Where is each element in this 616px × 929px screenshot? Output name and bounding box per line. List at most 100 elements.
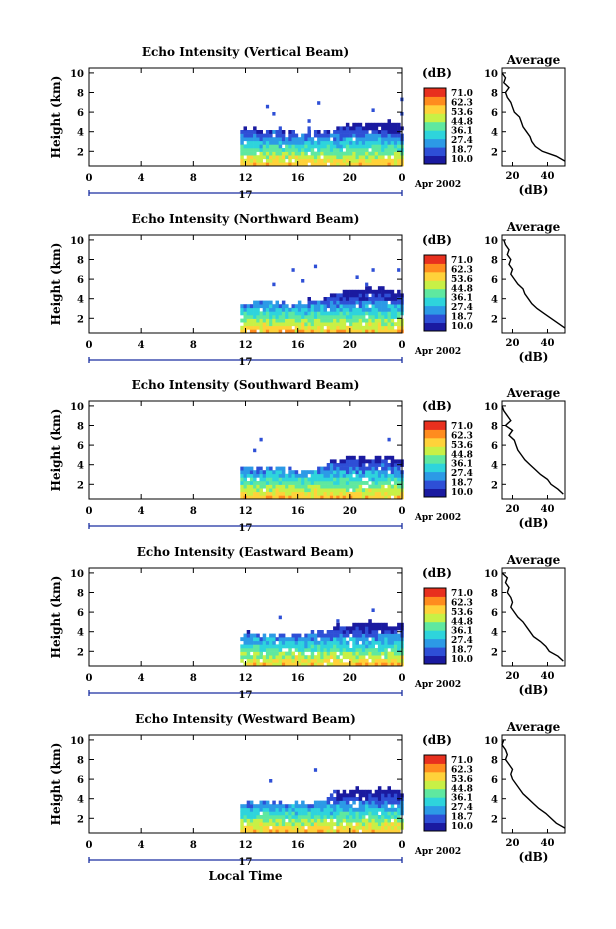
date-label: Apr 2002: [414, 847, 461, 857]
heatmap-cell: [349, 491, 353, 496]
heatmap-cell: [265, 477, 270, 482]
heatmap-cell: [355, 144, 359, 149]
heatmap-cell: [288, 329, 292, 334]
heatmap-cell: [352, 488, 356, 493]
heatmap-cell: [374, 155, 379, 160]
heatmap-cell: [294, 637, 299, 642]
heatmap-cell: [358, 793, 363, 798]
heatmap-cell: [297, 162, 302, 167]
heatmap-cell: [365, 289, 369, 294]
heatmap-cell: [377, 158, 382, 163]
heatmap-cell: [371, 293, 375, 298]
heatmap-cell: [281, 829, 286, 834]
heatmap-cell: [345, 140, 350, 145]
heatmap-cell: [387, 155, 391, 160]
heatmap-cell: [301, 488, 305, 493]
heatmap-cell: [326, 133, 331, 138]
heatmap-cell: [278, 800, 283, 805]
heatmap-cell: [345, 793, 350, 798]
heatmap-cell: [301, 144, 305, 149]
heatmap-cell: [374, 800, 379, 805]
heatmap-cell: [377, 825, 382, 830]
heatmap-cell: [323, 297, 327, 301]
heatmap-cell: [249, 662, 254, 667]
heatmap-cell: [317, 829, 321, 834]
heatmap-cell: [365, 329, 369, 334]
heatmap-cell: [285, 151, 289, 156]
average-x-tick-label: 40: [541, 504, 555, 515]
heatmap-cell: [323, 473, 327, 478]
heatmap-cell: [336, 829, 340, 834]
heatmap-cell: [387, 488, 391, 493]
heatmap-cell: [288, 644, 292, 649]
heatmap-cell: [329, 162, 334, 167]
date-day: 17: [239, 190, 253, 201]
heatmap-cell: [249, 807, 254, 812]
heatmap-cell: [307, 137, 311, 142]
heatmap-cell: [313, 318, 318, 323]
heatmap-cell: [365, 488, 369, 493]
heatmap-cell: [278, 311, 283, 316]
heatmap-cell: [390, 640, 395, 645]
heatmap-cell: [272, 140, 276, 145]
heatmap-cell: [294, 491, 299, 496]
heatmap-cell: [371, 477, 375, 482]
heatmap-cell: [365, 473, 369, 478]
heatmap-cell: [320, 807, 324, 812]
heatmap-cell: [333, 658, 337, 663]
heatmap-cell: [249, 633, 254, 638]
heatmap-cell: [336, 477, 340, 482]
heatmap-cell: [310, 477, 315, 482]
colorbar: (dB)71.062.353.644.836.127.418.710.0: [422, 566, 473, 665]
heatmap-cell: [393, 293, 398, 298]
heatmap-cell: [381, 466, 385, 471]
heatmap-cell: [301, 477, 305, 482]
heatmap-cell: [272, 807, 276, 812]
heatmap-cell: [278, 126, 282, 130]
heatmap-cell: [265, 300, 270, 305]
heatmap-cell: [288, 829, 292, 834]
heatmap-cell: [294, 140, 299, 145]
heatmap-cell: [313, 829, 318, 834]
heatmap-cell: [285, 477, 289, 482]
heatmap-cell: [275, 644, 279, 649]
heatmap-cell: [297, 137, 302, 142]
heatmap-cell: [387, 122, 391, 127]
heatmap-cell: [381, 651, 385, 656]
heatmap-cell: [240, 162, 244, 167]
heatmap-cell: [384, 151, 388, 156]
average-y-tick-label: 2: [491, 647, 498, 658]
colorbar: (dB)71.062.353.644.836.127.418.710.0: [422, 66, 473, 165]
heatmap-cell: [259, 495, 263, 500]
heatmap-cell: [272, 151, 276, 156]
heatmap-cell: [320, 322, 324, 327]
heatmap-cell: [365, 318, 369, 323]
heatmap-cell: [342, 488, 347, 493]
heatmap-cell: [259, 800, 263, 805]
heatmap-cell: [307, 804, 311, 809]
heatmap-cell: [342, 151, 347, 156]
heatmap-cell: [326, 811, 331, 816]
heatmap-cell: [333, 307, 337, 312]
heatmap-cell: [285, 637, 289, 642]
heatmap-cell: [381, 807, 385, 812]
heatmap-cell: [393, 491, 398, 496]
heatmap-cell: [368, 318, 372, 323]
heatmap-cell: [285, 825, 289, 830]
heatmap-cell: [269, 148, 273, 152]
heatmap-cell: [358, 797, 363, 801]
heatmap-cell: [317, 101, 321, 105]
average-title: Average: [506, 220, 561, 234]
heatmap-cell: [374, 130, 379, 134]
heatmap-cell: [320, 300, 324, 305]
heatmap-cell: [352, 325, 356, 330]
heatmap-cell: [345, 648, 350, 652]
heatmap-cell: [317, 158, 321, 163]
heatmap-cell: [269, 477, 273, 482]
heatmap-cell: [249, 144, 254, 149]
heatmap-cell: [365, 811, 369, 816]
heatmap-cell: [397, 268, 401, 272]
heatmap-cell: [262, 140, 267, 145]
heatmap-cell: [371, 655, 375, 660]
heatmap-cell: [240, 151, 244, 156]
